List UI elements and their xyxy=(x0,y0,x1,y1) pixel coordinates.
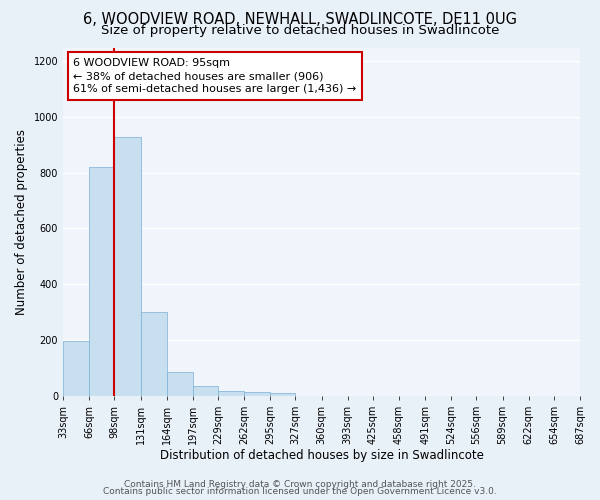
Text: 6 WOODVIEW ROAD: 95sqm
← 38% of detached houses are smaller (906)
61% of semi-de: 6 WOODVIEW ROAD: 95sqm ← 38% of detached… xyxy=(73,58,356,94)
Y-axis label: Number of detached properties: Number of detached properties xyxy=(15,128,28,314)
Bar xyxy=(270,394,295,396)
Bar xyxy=(167,372,193,396)
Bar xyxy=(140,312,167,396)
Bar xyxy=(218,390,244,396)
Text: Contains public sector information licensed under the Open Government Licence v3: Contains public sector information licen… xyxy=(103,487,497,496)
Bar xyxy=(89,167,115,396)
Text: Size of property relative to detached houses in Swadlincote: Size of property relative to detached ho… xyxy=(101,24,499,37)
Text: 6, WOODVIEW ROAD, NEWHALL, SWADLINCOTE, DE11 0UG: 6, WOODVIEW ROAD, NEWHALL, SWADLINCOTE, … xyxy=(83,12,517,28)
Text: Contains HM Land Registry data © Crown copyright and database right 2025.: Contains HM Land Registry data © Crown c… xyxy=(124,480,476,489)
Bar xyxy=(63,341,89,396)
Bar xyxy=(244,392,270,396)
Bar xyxy=(193,386,218,396)
X-axis label: Distribution of detached houses by size in Swadlincote: Distribution of detached houses by size … xyxy=(160,450,484,462)
Bar xyxy=(115,136,140,396)
